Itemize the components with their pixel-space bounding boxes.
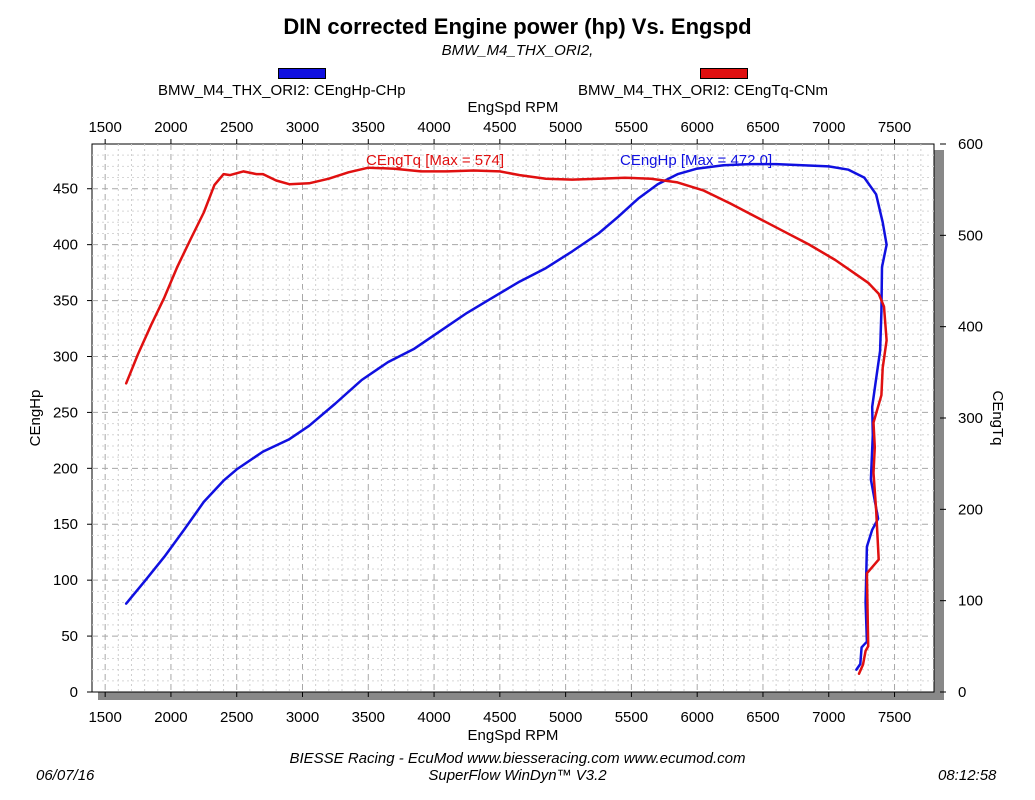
x-tick-label-bottom: 5500	[615, 709, 648, 726]
series-group	[124, 162, 888, 675]
x-tick-label-bottom: 6000	[681, 709, 714, 726]
y-tick-label-right: 400	[958, 319, 983, 336]
x-tick-label-bottom: 4000	[417, 709, 450, 726]
y-tick-label-left: 450	[53, 181, 78, 198]
series-line-tq	[124, 166, 888, 675]
legend-swatch-hp	[278, 68, 326, 79]
y-tick-label-left: 250	[53, 404, 78, 421]
x-tick-label-bottom: 3500	[352, 709, 385, 726]
y-tick-label-left: 300	[53, 348, 78, 365]
x-tick-label-top: 2000	[154, 119, 187, 136]
x-tick-label-bottom: 2500	[220, 709, 253, 726]
chart-subtitle: BMW_M4_THX_ORI2,	[441, 42, 594, 59]
footer-software: SuperFlow WinDyn™ V3.2	[428, 767, 607, 784]
footer-credit: BIESSE Racing - EcuMod www.biesseracing.…	[289, 750, 746, 767]
y-tick-label-right: 200	[958, 501, 983, 518]
legend-label-hp: BMW_M4_THX_ORI2: CEngHp-CHp	[158, 82, 406, 99]
y-tick-label-right: 0	[958, 684, 966, 701]
x-tick-label-top: 7500	[878, 119, 911, 136]
axes	[87, 139, 946, 697]
footer-time: 08:12:58	[938, 767, 997, 784]
x-tick-label-top: 2500	[220, 119, 253, 136]
x-tick-label-top: 4500	[483, 119, 516, 136]
grid	[92, 144, 934, 692]
x-tick-label-bottom: 1500	[88, 709, 121, 726]
y-tick-label-left: 200	[53, 460, 78, 477]
x-tick-label-bottom: 3000	[286, 709, 319, 726]
x-tick-label-bottom: 7500	[878, 709, 911, 726]
y-tick-label-right: 500	[958, 227, 983, 244]
y-tick-label-left: 50	[61, 628, 78, 645]
annotation-tq-max: CEngTq [Max = 574]	[366, 152, 504, 169]
x-tick-label-top: 6500	[746, 119, 779, 136]
chart-title: DIN corrected Engine power (hp) Vs. Engs…	[283, 14, 752, 39]
y-tick-label-right: 100	[958, 593, 983, 610]
x-tick-label-bottom: 5000	[549, 709, 582, 726]
x-tick-label-top: 4000	[417, 119, 450, 136]
x-tick-label-top: 1500	[88, 119, 121, 136]
label-group: 1500150020002000250025003000300035003500…	[27, 99, 1006, 744]
y-tick-label-right: 600	[958, 136, 983, 153]
x-axis-title-bottom: EngSpd RPM	[468, 727, 559, 744]
x-tick-label-top: 3000	[286, 119, 319, 136]
x-tick-label-bottom: 4500	[483, 709, 516, 726]
y-tick-label-left: 100	[53, 572, 78, 589]
x-tick-label-top: 5000	[549, 119, 582, 136]
x-tick-label-top: 7000	[812, 119, 845, 136]
y-tick-label-left: 400	[53, 237, 78, 254]
y-tick-label-left: 350	[53, 293, 78, 310]
x-tick-label-bottom: 7000	[812, 709, 845, 726]
footer-date: 06/07/16	[36, 767, 95, 784]
y-tick-label-left: 150	[53, 516, 78, 533]
legend-swatch-tq	[700, 68, 748, 79]
x-tick-label-top: 3500	[352, 119, 385, 136]
x-axis-title-top: EngSpd RPM	[468, 99, 559, 116]
y-tick-label-left: 0	[70, 684, 78, 701]
annotation-hp-max: CEngHp [Max = 472.0]	[620, 152, 772, 169]
x-tick-label-top: 6000	[681, 119, 714, 136]
x-tick-label-bottom: 6500	[746, 709, 779, 726]
x-tick-label-bottom: 2000	[154, 709, 187, 726]
y-tick-label-right: 300	[958, 410, 983, 427]
y-axis-title-left: CEngHp	[27, 390, 44, 447]
series-line-hp	[124, 162, 888, 671]
legend-label-tq: BMW_M4_THX_ORI2: CEngTq-CNm	[578, 82, 829, 99]
y-axis-title-right: CEngTq	[989, 390, 1006, 445]
x-tick-label-top: 5500	[615, 119, 648, 136]
